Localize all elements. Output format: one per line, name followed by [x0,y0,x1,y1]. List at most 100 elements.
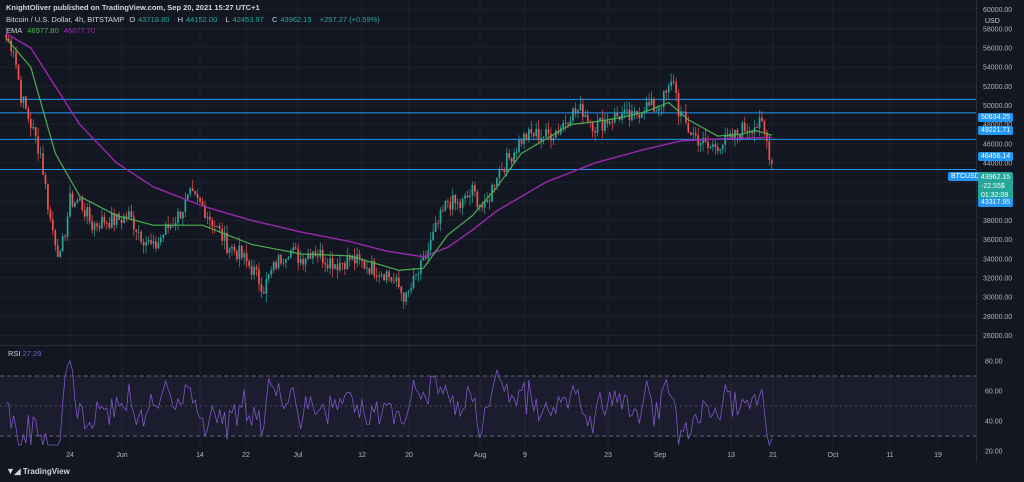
candle-body [162,234,165,238]
candle-body [42,153,44,175]
candle-body [216,225,219,228]
candle-body [645,102,648,112]
candle-body [375,275,378,277]
candle-body [260,283,263,292]
open-label: O [129,15,136,24]
candle-body [591,121,594,132]
candle-body [238,245,241,260]
candle-body [420,260,422,274]
rsi-label: RSI [8,349,21,358]
candle-body [716,146,719,151]
candle-body [282,262,285,264]
candle-body [108,223,111,228]
price-tick-label: 48000.00 [983,122,1012,129]
candle-body [741,122,744,139]
candle-body [132,216,135,230]
price-tick-label: 50000.00 [983,103,1012,110]
candle-body [191,188,194,192]
candle-body [655,110,658,112]
high-label: H [177,15,183,24]
candle-body [658,107,660,111]
candle-body [17,64,20,80]
candle-body [12,51,15,53]
candle-body [449,202,452,210]
candle-body [751,130,754,134]
candle-body [417,273,420,275]
price-tick-label: 38000.00 [983,218,1012,225]
candle-body [253,267,255,275]
time-tick-label: 24 [66,452,74,459]
candle-body [459,202,462,208]
candle-body [209,216,211,220]
candle-body [424,256,427,259]
candle-body [540,138,542,141]
symbol-legend: Bitcoin / U.S. Dollar, 4h, BITSTAMP O 437… [6,15,383,24]
price-tick-label: 54000.00 [983,65,1012,72]
candle-body [694,133,697,136]
candle-body [275,261,277,269]
candle-body [15,52,17,65]
rsi-tick-label: 80.00 [985,359,1003,366]
candle-body [554,130,557,138]
candle-body [287,257,290,260]
price-tick-label: 34000.00 [983,256,1012,263]
candle-body [336,264,339,271]
tradingview-logo[interactable]: ▼◢ TradingView [6,466,70,477]
candle-body [633,110,636,112]
price-tick-label: 46000.00 [983,141,1012,148]
candle-body [513,152,515,163]
candle-body [29,118,32,129]
candle-body [756,127,758,128]
candle-body [285,259,287,263]
candle-body [572,108,574,121]
candle-body [402,292,405,302]
candle-body [240,245,243,258]
candle-body [5,34,8,39]
candle-body [451,195,454,210]
candle-body [312,251,314,259]
candle-body [552,137,555,141]
candle-body [56,245,59,257]
candle-body [34,126,37,137]
candle-body [243,253,246,258]
low-label: L [225,15,230,24]
candle-body [483,202,486,208]
candle-body [768,141,771,161]
candle-body [442,210,444,211]
time-tick-label: Aug [474,452,487,459]
candle-body [547,129,550,134]
candle-body [687,122,690,133]
ema-legend: EMA 46977.80 46677.70 [6,26,98,35]
candle-body [672,81,675,83]
level-tag-43317: 43317.95 [978,198,1014,207]
candle-body [329,258,331,269]
candle-body [189,188,192,195]
rsi-tick-label: 20.00 [985,449,1003,456]
rsi-band-fill [0,376,976,436]
candle-body [532,133,535,136]
candle-body [739,134,741,139]
time-tick-label: Oct [828,452,839,459]
candle-body [474,185,476,192]
candle-body [464,195,466,199]
candle-body [746,131,749,132]
candle-body [383,274,385,281]
candle-body [675,82,677,93]
candle-body [245,253,248,262]
candle-body [123,215,125,224]
candle-body [626,109,628,111]
candle-body [358,254,361,259]
price-tick-label: 36000.00 [983,237,1012,244]
candle-body [407,290,410,293]
symbol-title: Bitcoin / U.S. Dollar, 4h, BITSTAMP [6,15,125,24]
candle-body [692,133,695,135]
candle-body [584,115,587,118]
time-tick-label: 22 [242,452,250,459]
price-tick-label: 30000.00 [983,295,1012,302]
candle-body [167,224,170,228]
candle-body [289,250,292,258]
candle-body [437,222,439,224]
candle-body [105,222,108,224]
rsi-value: 27.29 [22,349,42,358]
